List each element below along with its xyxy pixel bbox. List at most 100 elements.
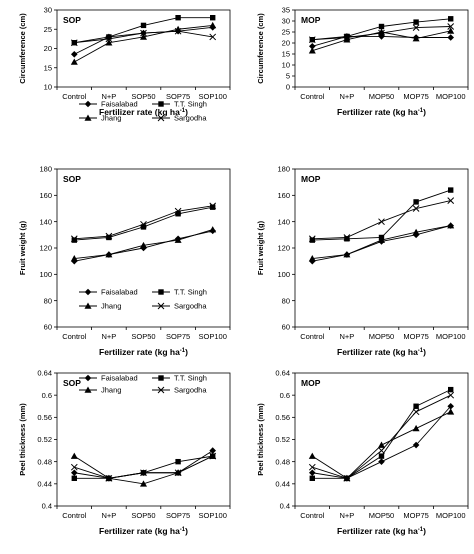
legend-marker (84, 386, 92, 393)
series-jhang (70, 21, 217, 65)
legend-label: Faisalabad (101, 374, 138, 383)
series-t-t-singh (71, 204, 216, 243)
y-axis-label: Fruit weight (g) (256, 220, 265, 275)
y-tick-label: 120 (39, 244, 52, 253)
panel-label: MOP (301, 378, 321, 388)
y-tick-label: 25 (44, 25, 52, 34)
data-point (71, 50, 78, 58)
data-point (71, 475, 77, 481)
legend-marker (157, 302, 165, 310)
series-jhang (308, 222, 455, 262)
data-point (343, 234, 351, 241)
data-point (309, 469, 316, 477)
panel-label: SOP (63, 15, 81, 25)
legend-label: Faisalabad (101, 288, 138, 297)
chart-panel-1: 10 15 20 25 30 Control N+P SOP50 SOP75 SOP100 Fert… (18, 6, 231, 123)
legend: Faisalabad T.T. Singh Jhang Sargodha (79, 100, 207, 123)
legend-marker (158, 375, 164, 381)
data-point (175, 458, 181, 465)
x-axis-label: Fertilizer rate (kg ha-1) (337, 107, 426, 117)
data-point (447, 391, 455, 399)
data-point (412, 24, 420, 31)
y-tick-label: 100 (39, 270, 52, 279)
x-tick-label: Control (62, 511, 87, 520)
x-tick-label: N+P (101, 511, 116, 520)
x-tick-label: SOP100 (199, 511, 227, 520)
series-t-t-singh (309, 187, 454, 243)
y-tick-label: 140 (39, 217, 52, 226)
data-point (309, 475, 315, 481)
series-line (312, 200, 451, 240)
plot-frame (294, 9, 469, 88)
data-point (70, 235, 78, 243)
legend-marker (157, 386, 165, 394)
data-point (412, 441, 420, 449)
data-point (105, 39, 113, 46)
data-point (413, 199, 419, 205)
y-tick-label: 30 (44, 6, 52, 15)
legend-label: Sargodha (174, 114, 207, 123)
data-point (70, 58, 78, 65)
x-tick-label: N+P (339, 511, 354, 520)
data-point (412, 408, 420, 416)
data-point (175, 211, 181, 217)
y-tick-label: 10 (44, 83, 52, 92)
data-point (447, 402, 454, 410)
data-point (70, 463, 78, 471)
legend-label: Jhang (101, 114, 121, 123)
data-point (70, 39, 78, 47)
data-point (174, 236, 182, 243)
y-tick-label: 15 (282, 50, 290, 59)
y-tick-label: 160 (39, 191, 52, 200)
data-point (447, 408, 455, 415)
legend-item: Jhang (79, 386, 121, 395)
legend-item: Faisalabad (79, 374, 138, 383)
legend: Faisalabad T.T. Singh Jhang Sargodha (79, 288, 207, 311)
y-tick-label: 100 (277, 270, 290, 279)
data-point (70, 452, 78, 459)
legend-marker (84, 374, 92, 382)
y-tick-label: 0.52 (37, 435, 52, 444)
data-point (343, 36, 351, 43)
x-tick-label: MOP75 (403, 511, 428, 520)
y-tick-label: 35 (282, 6, 290, 15)
panel-label: MOP (301, 15, 321, 25)
legend-label: Faisalabad (101, 100, 138, 109)
legend: Faisalabad T.T. Singh Jhang Sargodha (79, 374, 207, 395)
legend-item: Sargodha (152, 302, 207, 311)
data-point (447, 197, 455, 204)
y-tick-label: 0.56 (275, 413, 290, 422)
data-point (140, 33, 147, 40)
legend-marker (157, 114, 165, 122)
y-tick-label: 0.52 (275, 435, 290, 444)
y-tick-label: 60 (44, 323, 52, 332)
data-point (140, 29, 147, 37)
y-tick-label: 0.4 (280, 502, 290, 511)
data-point (412, 205, 420, 212)
legend-label: Jhang (101, 386, 121, 395)
series-sargodha (70, 202, 217, 243)
series-faisalabad (309, 33, 454, 50)
y-tick-label: 15 (44, 63, 52, 72)
series-faisalabad (71, 447, 216, 482)
y-tick-label: 0.44 (275, 479, 290, 488)
data-point (174, 27, 182, 35)
data-point (106, 34, 112, 40)
x-tick-label: N+P (339, 92, 354, 101)
y-tick-label: 20 (282, 39, 290, 48)
data-point (343, 474, 351, 482)
data-point (447, 27, 455, 34)
series-line (312, 389, 451, 479)
panel-label: MOP (301, 174, 321, 184)
data-point (140, 241, 147, 249)
data-point (448, 187, 454, 193)
chart-panel-4: 60 80 100 120 140 160 180 Control N+P MOP50 MOP75 M… (256, 165, 469, 357)
data-point (209, 452, 217, 460)
y-tick-label: 120 (277, 244, 290, 253)
x-tick-label: N+P (101, 332, 116, 341)
y-tick-label: 0.48 (275, 457, 290, 466)
data-point (71, 237, 77, 243)
x-tick-label: Control (300, 511, 325, 520)
x-tick-label: Control (300, 332, 325, 341)
